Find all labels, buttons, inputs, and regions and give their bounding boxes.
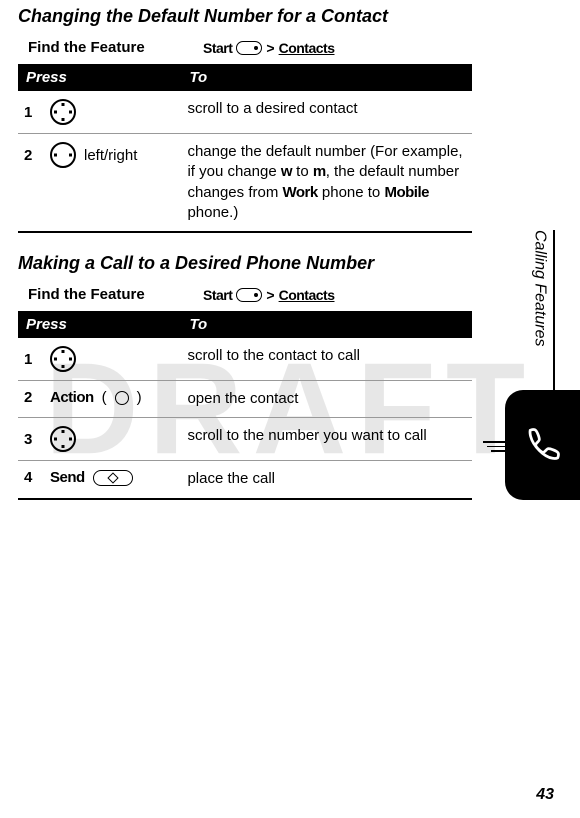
page-number: 43 — [536, 786, 554, 804]
path-start: Start — [203, 40, 232, 56]
nav-pill-icon — [236, 288, 262, 302]
find-feature-label: Find the Feature — [28, 39, 203, 56]
step-desc: open the contact — [181, 381, 472, 418]
path-contacts: Contacts — [279, 287, 335, 303]
col-to: To — [181, 64, 472, 91]
step-num: 3 — [24, 431, 42, 448]
phone-icon — [521, 423, 565, 467]
steps-table-2: Press To 1 scroll to the contact to call… — [18, 311, 472, 500]
step-num: 1 — [24, 104, 42, 121]
side-tab: Calling Features — [505, 230, 580, 500]
path-sep: > — [266, 40, 274, 56]
step-desc: change the default number (For example, … — [181, 134, 472, 233]
section1-title: Changing the Default Number for a Contac… — [18, 6, 472, 27]
side-tab-label: Calling Features — [531, 230, 555, 390]
table-row: 2 left/right change the default number (… — [18, 134, 472, 233]
nav-circle-icon — [50, 142, 76, 168]
path-sep: > — [266, 287, 274, 303]
find-feature-path: Start > Contacts — [203, 40, 335, 56]
step-desc: scroll to a desired contact — [181, 91, 472, 134]
col-press: Press — [18, 64, 181, 91]
side-icon-box — [505, 390, 580, 500]
step-num: 4 — [24, 469, 42, 486]
steps-table-1: Press To 1 scroll to a desired contact 2 — [18, 64, 472, 233]
table-row: 1 scroll to the contact to call — [18, 338, 472, 381]
paren: ( — [102, 389, 107, 406]
action-circle-icon — [115, 391, 129, 405]
find-feature-path: Start > Contacts — [203, 287, 335, 303]
press-extra: left/right — [84, 147, 137, 164]
send-label: Send — [50, 469, 85, 486]
nav-circle-icon — [50, 426, 76, 452]
step-desc: scroll to the number you want to call — [181, 418, 472, 461]
table-row: 3 scroll to the number you want to call — [18, 418, 472, 461]
path-start: Start — [203, 287, 232, 303]
nav-circle-icon — [50, 346, 76, 372]
step-desc: place the call — [181, 461, 472, 499]
find-feature-row-2: Find the Feature Start > Contacts — [18, 286, 472, 303]
table-row: 4 Send place the call — [18, 461, 472, 499]
path-contacts: Contacts — [279, 40, 335, 56]
section2-title: Making a Call to a Desired Phone Number — [18, 253, 472, 274]
step-num: 2 — [24, 389, 42, 406]
speed-lines-icon — [483, 438, 505, 455]
send-key-icon — [93, 470, 133, 486]
table-row: 1 scroll to a desired contact — [18, 91, 472, 134]
action-label: Action — [50, 389, 94, 406]
step-num: 2 — [24, 147, 42, 164]
col-to: To — [181, 311, 472, 338]
paren: ) — [137, 389, 142, 406]
table-row: 2 Action () open the contact — [18, 381, 472, 418]
step-num: 1 — [24, 351, 42, 368]
step-desc: scroll to the contact to call — [181, 338, 472, 381]
nav-circle-icon — [50, 99, 76, 125]
find-feature-label: Find the Feature — [28, 286, 203, 303]
find-feature-row-1: Find the Feature Start > Contacts — [18, 39, 472, 56]
nav-pill-icon — [236, 41, 262, 55]
page-content: Changing the Default Number for a Contac… — [0, 0, 490, 500]
col-press: Press — [18, 311, 181, 338]
